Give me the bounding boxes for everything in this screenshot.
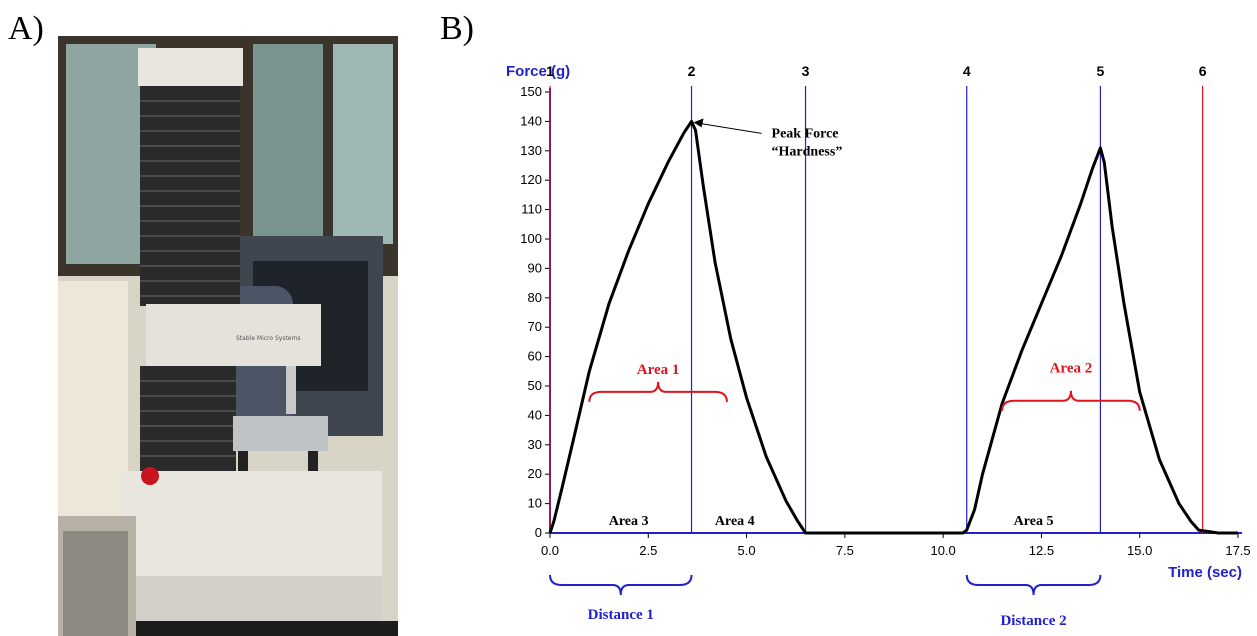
distance-2-brace — [965, 574, 1102, 596]
marker-label-6: 6 — [1199, 63, 1207, 79]
x-tick-label: 5.0 — [738, 543, 756, 558]
distance-2-label: Distance 2 — [1000, 613, 1066, 629]
y-tick-label: 20 — [528, 466, 542, 481]
y-tick-label: 50 — [528, 378, 542, 393]
x-axis-title: Time (sec) — [1168, 564, 1242, 581]
x-tick-label: 7.5 — [836, 543, 854, 558]
top-cap — [138, 48, 243, 86]
area-2-brace — [1001, 390, 1141, 411]
upper-bellows — [140, 86, 240, 306]
y-tick-label: 10 — [528, 496, 542, 511]
y-tick-label: 100 — [520, 231, 542, 246]
x-tick-label: 0.0 — [541, 543, 559, 558]
force-time-chart: 0 10 20 30 40 50 60 70 80 90 100 110 120 130 140 150 0.0… — [506, 63, 1250, 629]
lower-bellows — [140, 366, 236, 471]
x-tick-label: 2.5 — [639, 543, 657, 558]
lower-bellows-folds — [140, 380, 236, 457]
panel-a-label: A) — [8, 10, 44, 47]
probe-shaft — [286, 366, 296, 414]
peak-arrowhead — [693, 118, 704, 128]
chart-markers-layer: 1 2 3 4 5 6 — [546, 63, 1207, 533]
y-axis-title: Force (g) — [506, 63, 570, 80]
y-tick-label: 0 — [535, 525, 542, 540]
marker-label-5: 5 — [1097, 63, 1105, 79]
peak-arrow-line — [699, 122, 762, 134]
upper-bellows-folds — [140, 100, 240, 297]
marker-label-4: 4 — [963, 63, 971, 79]
tray-inner — [63, 531, 128, 636]
x-tick-label: 15.0 — [1127, 543, 1152, 558]
peak-force-label: Peak Force — [772, 126, 839, 141]
area-3-label: Area 3 — [609, 514, 649, 529]
distance-1-label: Distance 1 — [588, 607, 654, 623]
area-1-label: Area 1 — [637, 362, 680, 378]
window-pane-right — [333, 44, 393, 244]
area-5-label: Area 5 — [1014, 514, 1054, 529]
x-tick-label: 10.0 — [930, 543, 955, 558]
chart-annotations-layer: Peak Force “Hardness” Area 1 Area 2 Area 3 Ar… — [549, 118, 1141, 629]
area-2-label: Area 2 — [1050, 361, 1093, 377]
y-tick-label: 90 — [528, 260, 542, 275]
area-4-label: Area 4 — [715, 514, 755, 529]
chart-ticks-layer: 0 10 20 30 40 50 60 70 80 90 100 110 120 130 140 150 0.0… — [506, 63, 1250, 581]
marker-label-2: 2 — [688, 63, 696, 79]
y-tick-label: 110 — [521, 202, 542, 217]
y-tick-label: 140 — [520, 113, 542, 128]
x-tick-label: 17.5 — [1225, 543, 1250, 558]
desk — [58, 621, 398, 636]
y-tick-label: 80 — [528, 290, 542, 305]
window-pane-mid — [253, 44, 323, 264]
crosshead — [146, 304, 321, 366]
marker-label-3: 3 — [802, 63, 810, 79]
y-tick-label: 70 — [528, 319, 542, 334]
y-tick-label: 150 — [520, 84, 542, 99]
y-tick-label: 60 — [528, 349, 542, 364]
force-curve-0 — [548, 119, 1238, 535]
y-tick-label: 30 — [528, 437, 542, 452]
hardness-label: “Hardness” — [772, 144, 843, 159]
texture-analyzer-photo: Stable Micro Systems — [58, 36, 398, 636]
y-tick-label: 120 — [520, 172, 542, 187]
marker-label-1: 1 — [546, 63, 554, 79]
chart-series-layer — [548, 119, 1238, 535]
distance-1-brace — [549, 574, 693, 596]
area-1-brace — [588, 381, 728, 402]
y-tick-label: 130 — [520, 143, 542, 158]
device-brand-text: Stable Micro Systems — [236, 335, 300, 342]
x-tick-label: 12.5 — [1029, 543, 1054, 558]
panel-b-label: B) — [440, 10, 474, 47]
red-knob — [141, 467, 159, 485]
y-tick-label: 40 — [528, 407, 542, 422]
sample-platform — [233, 416, 328, 451]
base-shadow — [120, 576, 382, 621]
side-panel — [58, 281, 128, 556]
